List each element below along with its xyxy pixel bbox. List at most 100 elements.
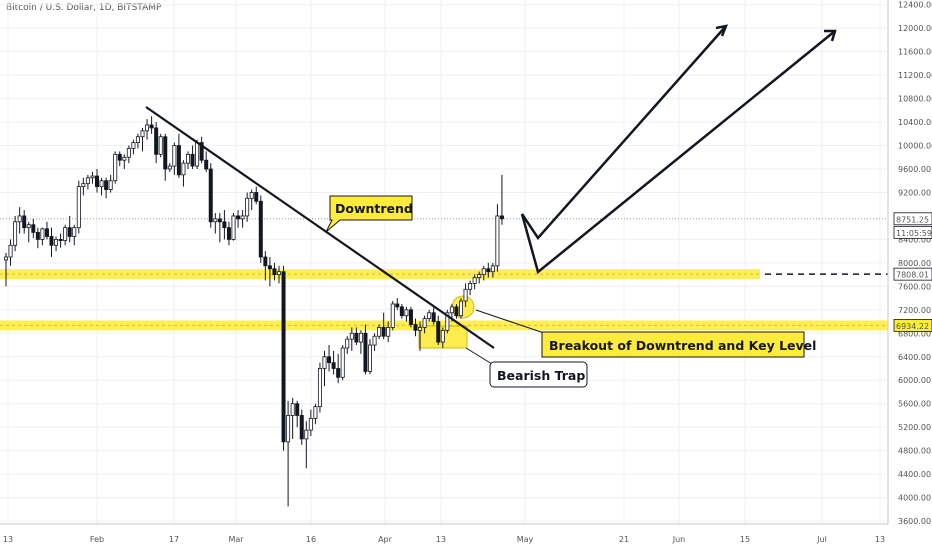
candle-body[interactable] bbox=[231, 215, 236, 240]
candle-body[interactable] bbox=[249, 192, 254, 199]
candle-body[interactable] bbox=[140, 130, 145, 138]
candle-body[interactable] bbox=[354, 332, 359, 343]
candle-body[interactable] bbox=[190, 153, 195, 167]
candle-body[interactable] bbox=[395, 303, 400, 308]
candle-body[interactable] bbox=[199, 142, 204, 161]
candle-body[interactable] bbox=[276, 271, 281, 276]
candle-body[interactable] bbox=[304, 429, 309, 440]
candle-body[interactable] bbox=[113, 153, 118, 182]
candle-body[interactable] bbox=[67, 227, 72, 237]
candle-body[interactable] bbox=[345, 338, 350, 349]
candle-body[interactable] bbox=[481, 268, 486, 276]
candle-body[interactable] bbox=[17, 215, 22, 223]
candle-body[interactable] bbox=[167, 165, 172, 170]
candle-body[interactable] bbox=[44, 228, 49, 237]
candle-body[interactable] bbox=[122, 156, 127, 161]
candle-body[interactable] bbox=[254, 192, 259, 202]
candle-body[interactable] bbox=[286, 415, 291, 443]
candle-body[interactable] bbox=[440, 329, 445, 343]
candle-body[interactable] bbox=[349, 332, 354, 340]
candle-body[interactable] bbox=[322, 356, 327, 369]
candle-body[interactable] bbox=[336, 368, 341, 378]
candle-body[interactable] bbox=[145, 124, 150, 132]
candle-body[interactable] bbox=[290, 403, 295, 416]
candle-body[interactable] bbox=[404, 309, 409, 317]
candle-body[interactable] bbox=[258, 200, 263, 258]
candle-body[interactable] bbox=[422, 318, 427, 328]
candle-body[interactable] bbox=[117, 153, 122, 161]
candle-body[interactable] bbox=[126, 148, 131, 158]
candle-body[interactable] bbox=[26, 224, 31, 229]
candle-body[interactable] bbox=[240, 215, 245, 220]
candle-body[interactable] bbox=[54, 239, 59, 246]
candle-body[interactable] bbox=[49, 236, 54, 246]
candle-body[interactable] bbox=[99, 180, 104, 187]
candle-body[interactable] bbox=[272, 268, 277, 276]
candle-body[interactable] bbox=[222, 221, 227, 229]
candle-body[interactable] bbox=[267, 265, 272, 270]
candle-body[interactable] bbox=[135, 136, 140, 143]
candle-body[interactable] bbox=[204, 159, 209, 170]
candle-body[interactable] bbox=[31, 224, 36, 233]
candle-body[interactable] bbox=[477, 274, 482, 278]
candle-body[interactable] bbox=[90, 175, 95, 179]
candle-body[interactable] bbox=[163, 136, 168, 170]
candle-body[interactable] bbox=[281, 271, 286, 443]
candle-body[interactable] bbox=[317, 368, 322, 408]
candle-body[interactable] bbox=[449, 306, 454, 314]
candle-body[interactable] bbox=[172, 145, 177, 167]
candle-body[interactable] bbox=[331, 362, 336, 369]
candle-body[interactable] bbox=[377, 327, 382, 337]
candle-body[interactable] bbox=[372, 335, 377, 346]
candle-body[interactable] bbox=[95, 175, 100, 187]
candle-body[interactable] bbox=[195, 142, 200, 167]
candle-body[interactable] bbox=[468, 283, 473, 290]
candle-body[interactable] bbox=[367, 344, 372, 372]
candle-body[interactable] bbox=[176, 145, 181, 176]
candle-body[interactable] bbox=[58, 239, 63, 241]
candle-body[interactable] bbox=[363, 332, 368, 372]
candle-body[interactable] bbox=[472, 277, 477, 284]
candle-body[interactable] bbox=[381, 327, 386, 337]
candle-body[interactable] bbox=[340, 347, 345, 378]
candle-body[interactable] bbox=[458, 300, 463, 317]
candle-body[interactable] bbox=[76, 186, 81, 229]
candle-body[interactable] bbox=[436, 321, 441, 343]
candle-body[interactable] bbox=[454, 306, 459, 317]
candle-body[interactable] bbox=[263, 256, 268, 267]
candle-body[interactable] bbox=[208, 168, 213, 223]
candle-body[interactable] bbox=[131, 142, 136, 149]
candle-body[interactable] bbox=[158, 136, 163, 155]
candle-body[interactable] bbox=[413, 324, 418, 331]
candle-body[interactable] bbox=[185, 153, 190, 164]
candle-body[interactable] bbox=[308, 417, 313, 431]
candle-body[interactable] bbox=[217, 218, 222, 223]
candle-body[interactable] bbox=[13, 221, 18, 246]
candle-body[interactable] bbox=[149, 124, 154, 129]
candle-body[interactable] bbox=[181, 162, 186, 176]
candle-body[interactable] bbox=[22, 215, 27, 229]
candle-body[interactable] bbox=[408, 309, 413, 325]
candle-body[interactable] bbox=[108, 180, 113, 190]
candle-body[interactable] bbox=[445, 312, 450, 331]
candle-body[interactable] bbox=[104, 180, 109, 190]
candle-body[interactable] bbox=[4, 256, 9, 261]
candle-body[interactable] bbox=[358, 332, 363, 343]
candle-body[interactable] bbox=[226, 227, 231, 240]
candle-body[interactable] bbox=[299, 415, 304, 440]
candle-body[interactable] bbox=[35, 231, 40, 240]
candle-body[interactable] bbox=[495, 215, 500, 267]
candle-body[interactable] bbox=[327, 356, 332, 364]
candle-body[interactable] bbox=[295, 403, 300, 416]
candle-body[interactable] bbox=[313, 406, 318, 419]
candle-body[interactable] bbox=[81, 183, 86, 187]
candle-body[interactable] bbox=[399, 306, 404, 317]
candle-body[interactable] bbox=[85, 177, 90, 185]
candle-body[interactable] bbox=[427, 312, 432, 320]
candle-body[interactable] bbox=[499, 215, 504, 220]
candle-body[interactable] bbox=[63, 227, 68, 241]
candle-body[interactable] bbox=[486, 268, 491, 273]
candle-body[interactable] bbox=[390, 303, 395, 328]
candle-body[interactable] bbox=[154, 127, 159, 155]
